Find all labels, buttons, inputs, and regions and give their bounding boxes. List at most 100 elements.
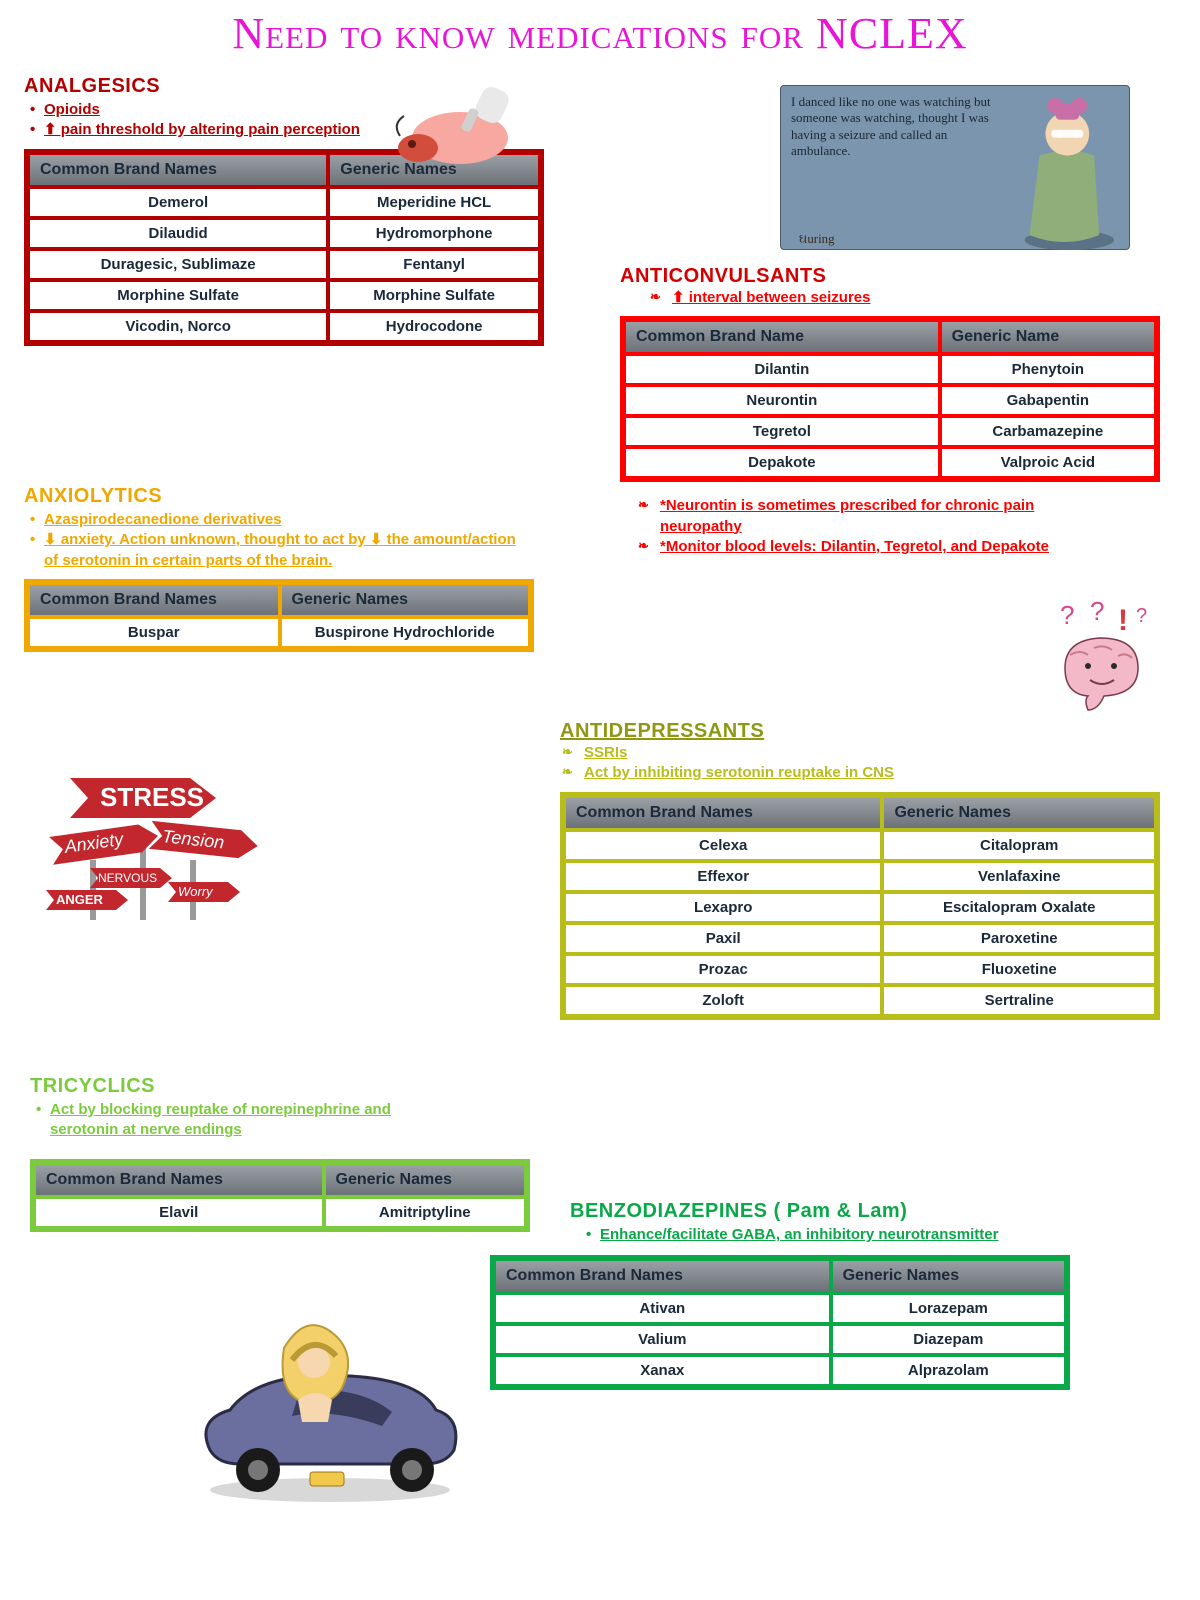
table-cell: Diazepam [831,1324,1066,1355]
table-cell: Lexapro [564,892,882,923]
svg-text:!: ! [1118,604,1128,637]
table-row: NeurontinGabapentin [624,385,1156,416]
table-anticonvulsants: Common Brand NameGeneric NameDilantinPhe… [620,316,1160,482]
table-cell: Neurontin [624,385,940,416]
table-cell: Zoloft [564,985,882,1016]
section-benzodiazepines: BENZODIAZEPINES ( Pam & Lam) Enhance/fac… [570,1200,1160,1390]
table-anxiolytics: Common Brand NamesGeneric NamesBusparBus… [24,579,534,652]
svg-text:Worry: Worry [178,884,214,899]
col-generic: Generic Names [831,1259,1066,1293]
table-cell: Dilaudid [28,218,328,249]
table-cell: Venlafaxine [882,861,1156,892]
table-row: ElavilAmitriptyline [34,1197,526,1228]
table-cell: Phenytoin [940,354,1156,385]
col-brand: Common Brand Names [564,796,882,830]
table-row: ValiumDiazepam [494,1324,1066,1355]
list-item: *Monitor blood levels: Dilantin, Tegreto… [638,537,1068,557]
bullets-antidepressants: SSRIsAct by inhibiting serotonin reuptak… [562,743,1160,784]
illustration-stress: STRESS Anxiety Tension NERVOUS ANGER Wor… [40,740,270,930]
list-item: SSRIs [562,743,1160,763]
table-cell: Buspar [28,617,280,648]
table-cell: Lorazepam [831,1293,1066,1324]
bullets-anticonvulsants: ⬆ interval between seizures [650,288,1160,308]
bullets-benzodiazepines: Enhance/facilitate GABA, an inhibitory n… [586,1225,1006,1245]
list-item: Act by inhibiting serotonin reuptake in … [562,763,1160,783]
table-analgesics: Common Brand NamesGeneric NamesDemerolMe… [24,149,544,346]
page-title: Need to know medications for NCLEX [0,0,1200,59]
table-row: DepakoteValproic Acid [624,447,1156,478]
table-cell: Morphine Sulfate [28,280,328,311]
table-cell: Paroxetine [882,923,1156,954]
table-cell: Elavil [34,1197,324,1228]
table-row: Duragesic, SublimazeFentanyl [28,249,540,280]
table-cell: Fluoxetine [882,954,1156,985]
col-brand: Common Brand Names [28,583,280,617]
svg-text:?: ? [1136,605,1147,627]
table-row: Morphine SulfateMorphine Sulfate [28,280,540,311]
bullets-tricyclics: Act by blocking reuptake of norepinephri… [36,1100,456,1141]
table-antidepressants: Common Brand NamesGeneric NamesCelexaCit… [560,792,1160,1020]
col-generic: Generic Names [324,1163,526,1197]
table-row: ProzacFluoxetine [564,954,1156,985]
col-brand: Common Brand Names [28,153,328,187]
col-generic: Generic Names [280,583,530,617]
list-item: Azaspirodecanedione derivatives [30,510,530,530]
table-row: BusparBuspirone Hydrochloride [28,617,530,648]
table-cell: Demerol [28,187,328,218]
svg-text:ANGER: ANGER [56,892,104,907]
table-cell: Paxil [564,923,882,954]
table-cell: Xanax [494,1355,831,1386]
table-row: PaxilParoxetine [564,923,1156,954]
table-row: AtivanLorazepam [494,1293,1066,1324]
illustration-car [180,1290,480,1510]
table-cell: Fentanyl [328,249,540,280]
illustration-injury [370,78,520,173]
list-item: Act by blocking reuptake of norepinephri… [36,1100,456,1141]
bullets-anxiolytics: Azaspirodecanedione derivatives⬇ anxiety… [30,510,530,571]
table-row: CelexaCitalopram [564,830,1156,861]
heading-antidepressants: ANTIDEPRESSANTS [560,720,1160,743]
col-brand: Common Brand Names [34,1163,324,1197]
table-row: LexaproEscitalopram Oxalate [564,892,1156,923]
list-item: *Neurontin is sometimes prescribed for c… [638,496,1068,537]
table-cell: Ativan [494,1293,831,1324]
svg-text:STRESS: STRESS [100,782,204,812]
list-item: Enhance/facilitate GABA, an inhibitory n… [586,1225,1006,1245]
table-cell: Valium [494,1324,831,1355]
table-cell: Meperidine HCL [328,187,540,218]
table-cell: Valproic Acid [940,447,1156,478]
table-cell: Depakote [624,447,940,478]
svg-text:NERVOUS: NERVOUS [98,871,157,885]
list-item: ⬆ interval between seizures [650,288,1160,308]
table-cell: Carbamazepine [940,416,1156,447]
table-cell: Citalopram [882,830,1156,861]
svg-text:?: ? [1060,600,1074,630]
heading-anticonvulsants: ANTICONVULSANTS [620,265,1160,288]
notes-anticonvulsants: *Neurontin is sometimes prescribed for c… [638,496,1068,557]
table-row: DilaudidHydromorphone [28,218,540,249]
table-cell: Buspirone Hydrochloride [280,617,530,648]
table-row: Vicodin, NorcoHydrocodone [28,311,540,342]
svg-text:ઘuring: ઘuring [799,231,835,246]
table-row: ZoloftSertraline [564,985,1156,1016]
table-cell: Duragesic, Sublimaze [28,249,328,280]
section-anticonvulsants: ANTICONVULSANTS ⬆ interval between seizu… [620,265,1160,557]
col-generic: Generic Names [882,796,1156,830]
table-benzodiazepines: Common Brand NamesGeneric NamesAtivanLor… [490,1255,1070,1390]
table-cell: Prozac [564,954,882,985]
section-anxiolytics: ANXIOLYTICS Azaspirodecanedione derivati… [24,485,544,652]
col-brand: Common Brand Names [494,1259,831,1293]
table-cell: Hydromorphone [328,218,540,249]
table-tricyclics: Common Brand NamesGeneric NamesElavilAmi… [30,1159,530,1232]
list-item: ⬇ anxiety. Action unknown, thought to ac… [30,530,530,571]
heading-benzodiazepines: BENZODIAZEPINES ( Pam & Lam) [570,1200,1160,1223]
table-cell: Celexa [564,830,882,861]
section-antidepressants: ANTIDEPRESSANTS SSRIsAct by inhibiting s… [560,720,1160,1020]
table-cell: Vicodin, Norco [28,311,328,342]
table-row: DilantinPhenytoin [624,354,1156,385]
table-cell: Alprazolam [831,1355,1066,1386]
col-brand: Common Brand Name [624,320,940,354]
illustration-brain: ? ? ! ? [1040,600,1160,715]
table-cell: Gabapentin [940,385,1156,416]
table-cell: Hydrocodone [328,311,540,342]
